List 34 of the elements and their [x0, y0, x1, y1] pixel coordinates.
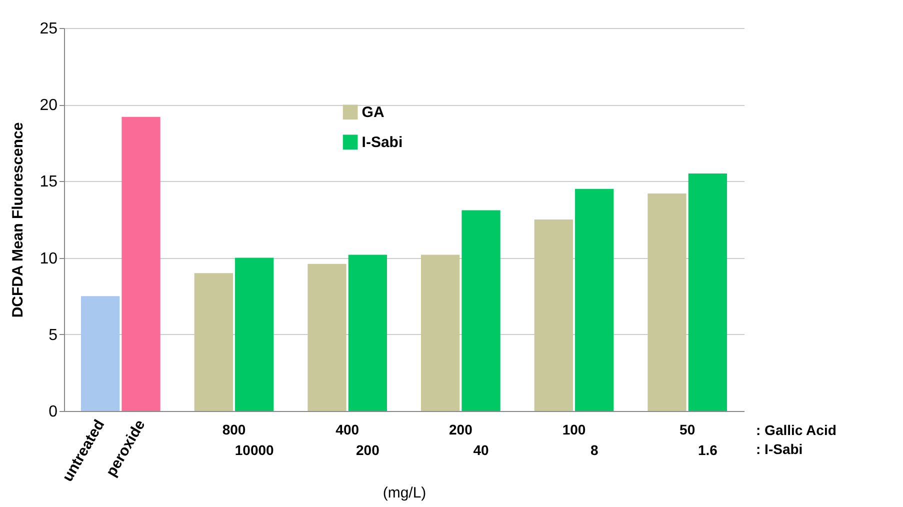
bar	[308, 264, 346, 411]
text: : Gallic Acid	[756, 422, 836, 438]
bar	[688, 174, 727, 411]
bar	[348, 254, 387, 411]
legend-label: GA	[362, 104, 384, 122]
x-tick-label: 200	[448, 422, 473, 438]
y-tick-label: 5	[48, 326, 58, 344]
text: 200	[356, 442, 380, 458]
y-tick-label: 10	[40, 250, 58, 268]
bar	[122, 116, 160, 411]
x-tick-label: 800	[222, 422, 246, 438]
bar	[462, 210, 500, 411]
bar	[194, 273, 233, 411]
bar	[575, 188, 614, 411]
bar	[648, 193, 686, 411]
x-tick-label: 50	[680, 422, 696, 438]
x-tick-label: 400	[336, 422, 360, 438]
text: 1.6	[698, 442, 718, 458]
legend-label: I-Sabi	[362, 134, 403, 152]
x-axis-title: (mg/L)	[382, 484, 426, 502]
bar	[235, 258, 274, 411]
bar	[421, 254, 460, 411]
y-tick-label: 15	[40, 174, 58, 191]
x-tick-label: 100	[562, 422, 586, 438]
text: 40	[473, 442, 490, 458]
bar	[534, 220, 573, 411]
y-axis-title: DCFDA Mean Fluorescence	[10, 122, 27, 318]
y-tick-label: 25	[40, 20, 58, 38]
text: : I-Sabi	[756, 441, 803, 457]
y-tick-label: 20	[40, 97, 58, 114]
text: 8	[590, 442, 598, 458]
bar	[81, 296, 120, 411]
text: 10000	[234, 442, 274, 458]
y-tick-label: 0	[48, 404, 58, 420]
